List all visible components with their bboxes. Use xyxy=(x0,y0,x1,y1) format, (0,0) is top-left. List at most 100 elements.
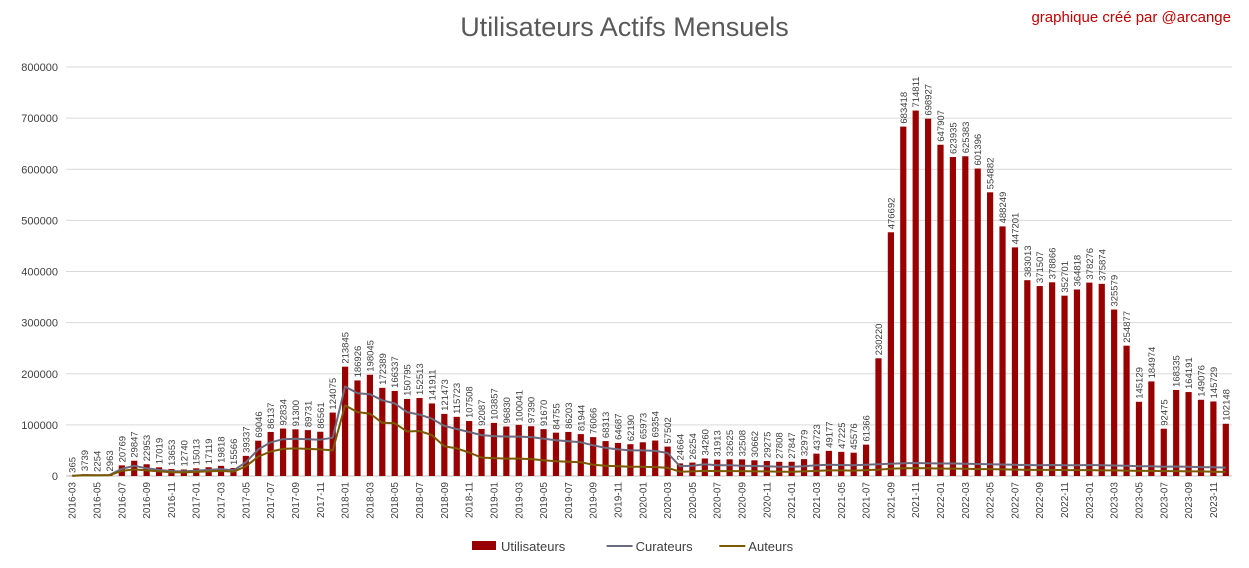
data-label: 64687 xyxy=(613,414,624,440)
data-label: 115723 xyxy=(452,383,463,414)
data-label: 184974 xyxy=(1147,347,1158,379)
data-label: 69046 xyxy=(254,411,265,437)
y-tick-label: 500000 xyxy=(21,215,58,227)
data-label: 186926 xyxy=(353,346,364,378)
bar-utilisateurs xyxy=(1210,401,1217,476)
data-label: 625383 xyxy=(961,122,972,154)
data-label: 683418 xyxy=(899,92,910,124)
data-label: 31913 xyxy=(713,430,724,456)
bar-utilisateurs xyxy=(825,450,832,476)
bar-utilisateurs xyxy=(329,412,336,476)
bar-utilisateurs xyxy=(800,459,808,476)
data-label: 57502 xyxy=(663,417,674,443)
data-label: 172389 xyxy=(378,353,389,385)
x-tick-label: 2023-03 xyxy=(1110,482,1121,519)
data-label: 102148 xyxy=(1221,389,1232,421)
data-label: 121473 xyxy=(440,379,451,411)
data-label: 12740 xyxy=(179,440,190,466)
bar-utilisateurs xyxy=(1197,399,1205,476)
x-tick-label: 2017-05 xyxy=(241,482,252,519)
data-label: 352701 xyxy=(1060,261,1071,293)
data-label: 714811 xyxy=(911,77,922,108)
bar-utilisateurs xyxy=(1036,286,1043,476)
data-label: 15013 xyxy=(192,439,203,465)
bar-utilisateurs xyxy=(664,446,671,476)
credit-label: graphique créé par @arcange xyxy=(1031,9,1231,26)
data-label: 476692 xyxy=(886,198,897,230)
y-tick-label: 800000 xyxy=(21,62,58,74)
bar-utilisateurs xyxy=(1123,345,1130,476)
data-label: 76066 xyxy=(589,408,600,434)
x-tick-label: 2021-11 xyxy=(911,482,922,518)
x-tick-label: 2023-05 xyxy=(1134,482,1145,519)
data-label: 254877 xyxy=(1122,311,1133,343)
data-label: 86561 xyxy=(316,402,327,428)
bar-utilisateurs xyxy=(999,226,1006,476)
data-label: 81944 xyxy=(576,405,587,431)
data-label: 375874 xyxy=(1097,249,1108,281)
data-label: 15566 xyxy=(229,439,240,465)
bar-utilisateurs xyxy=(317,431,324,476)
data-label: 164191 xyxy=(1184,357,1195,389)
x-tick-label: 2017-07 xyxy=(266,482,277,519)
x-tick-label: 2017-03 xyxy=(217,482,228,519)
x-tick-label: 2016-11 xyxy=(167,482,178,518)
bar-utilisateurs xyxy=(763,461,770,476)
data-label: 86137 xyxy=(266,403,277,429)
data-label: 364818 xyxy=(1072,255,1083,287)
x-tick-label: 2018-07 xyxy=(415,482,426,519)
x-tick-label: 2021-03 xyxy=(812,482,823,519)
data-label: 554882 xyxy=(986,158,997,190)
bar-utilisateurs xyxy=(1185,392,1192,476)
y-tick-label: 600000 xyxy=(21,164,58,176)
data-label: 13653 xyxy=(167,440,178,466)
bar-utilisateurs xyxy=(788,461,795,476)
bar-utilisateurs xyxy=(751,460,758,476)
x-tick-label: 2022-03 xyxy=(961,482,972,519)
data-label: 22953 xyxy=(142,435,153,461)
bar-utilisateurs xyxy=(1024,280,1031,476)
data-label: 447201 xyxy=(1010,213,1021,245)
data-label: 488249 xyxy=(998,192,1009,224)
bar-utilisateurs xyxy=(577,434,584,476)
bar-utilisateurs xyxy=(379,387,386,476)
x-tick-label: 2016-05 xyxy=(93,482,104,519)
bar-utilisateurs xyxy=(900,126,907,477)
data-label: 91300 xyxy=(291,400,302,426)
bar-utilisateurs xyxy=(1222,423,1229,476)
x-tick-label: 2021-05 xyxy=(837,482,848,519)
data-label: 39337 xyxy=(241,426,252,452)
data-label: 100041 xyxy=(514,390,525,422)
bar-utilisateurs xyxy=(726,459,733,476)
data-label: 149076 xyxy=(1196,365,1207,397)
bar-utilisateurs xyxy=(292,429,299,476)
bar-utilisateurs xyxy=(738,459,746,476)
data-label: 198045 xyxy=(365,340,376,372)
x-tick-label: 2017-11 xyxy=(316,482,327,518)
data-label: 168335 xyxy=(1172,355,1183,387)
x-tick-label: 2023-09 xyxy=(1184,482,1195,519)
x-tick-label: 2020-03 xyxy=(663,482,674,519)
x-tick-label: 2023-11 xyxy=(1209,482,1220,518)
data-label: 27808 xyxy=(775,432,786,458)
bar-utilisateurs xyxy=(267,431,274,476)
bar-utilisateurs xyxy=(714,459,721,476)
bar-utilisateurs xyxy=(1098,283,1105,476)
x-tick-label: 2019-03 xyxy=(514,482,525,519)
x-tick-label: 2019-05 xyxy=(539,482,550,519)
bar-utilisateurs xyxy=(875,358,882,476)
data-label: 166337 xyxy=(390,356,401,388)
bar-utilisateurs xyxy=(949,157,957,476)
data-label: 49177 xyxy=(824,421,835,447)
data-label: 213845 xyxy=(341,332,352,364)
bar-utilisateurs xyxy=(503,426,510,476)
x-tick-label: 2018-05 xyxy=(390,482,401,519)
line-auteurs xyxy=(72,404,1226,477)
data-label: 61366 xyxy=(862,415,873,441)
data-label: 32508 xyxy=(738,430,749,456)
x-tick-label: 2021-07 xyxy=(862,482,873,519)
bar-utilisateurs xyxy=(676,463,684,476)
bar-utilisateurs xyxy=(1061,295,1068,476)
data-label: 68313 xyxy=(601,412,612,438)
bar-utilisateurs xyxy=(366,374,374,476)
